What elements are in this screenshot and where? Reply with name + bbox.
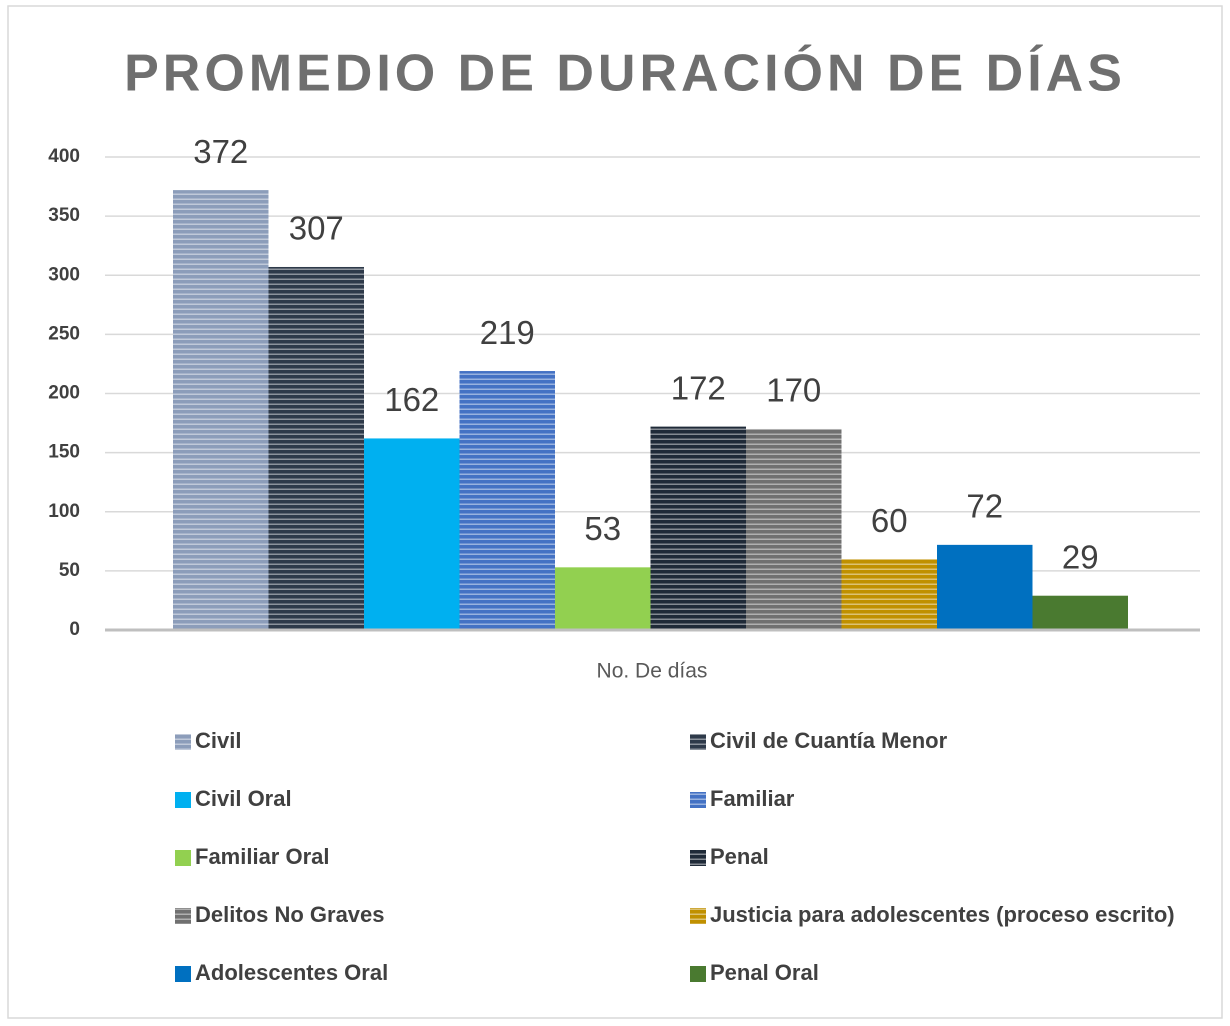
y-tick-label: 350: [48, 205, 80, 226]
legend-label: Justicia para adolescentes (proceso escr…: [710, 902, 1175, 927]
y-tick-label: 100: [48, 501, 80, 522]
bar: [937, 544, 1033, 630]
y-tick-label: 200: [48, 383, 80, 404]
bar: [650, 426, 746, 630]
legend-label: Civil Oral: [195, 786, 292, 811]
legend-swatch: [175, 792, 191, 808]
data-label: 170: [766, 372, 821, 409]
legend-swatch: [175, 734, 191, 750]
bar: [364, 438, 460, 630]
data-label: 60: [871, 502, 908, 539]
legend-label: Familiar Oral: [195, 844, 330, 869]
bar: [268, 266, 364, 630]
legend-label: Civil: [195, 728, 241, 753]
legend-swatch: [690, 792, 706, 808]
legend-label: Familiar: [710, 786, 795, 811]
legend-label: Civil de Cuantía Menor: [710, 728, 948, 753]
x-axis-label: No. De días: [597, 660, 708, 683]
legend-swatch: [690, 734, 706, 750]
legend-swatch: [690, 850, 706, 866]
data-label: 29: [1062, 538, 1099, 575]
legend-label: Delitos No Graves: [195, 902, 385, 927]
data-label: 72: [966, 488, 1003, 525]
legend-swatch: [175, 850, 191, 866]
chart-title: PROMEDIO DE DURACIÓN DE DÍAS: [124, 45, 1126, 103]
legend-swatch: [690, 966, 706, 982]
bar: [1032, 595, 1128, 630]
legend-label: Penal Oral: [710, 960, 819, 985]
data-label: 53: [584, 510, 621, 547]
legend-swatch: [175, 908, 191, 924]
legend-swatch: [690, 908, 706, 924]
legend-swatch: [175, 966, 191, 982]
data-label: 162: [384, 381, 439, 418]
y-tick-label: 300: [48, 264, 80, 285]
legend-label: Adolescentes Oral: [195, 960, 388, 985]
y-tick-label: 50: [59, 560, 80, 581]
y-tick-label: 0: [69, 619, 80, 640]
bar: [555, 567, 651, 630]
legend-label: Penal: [710, 844, 769, 869]
data-label: 172: [671, 369, 726, 406]
bar: [173, 190, 269, 631]
y-tick-label: 400: [48, 146, 80, 167]
data-label: 219: [480, 314, 535, 351]
y-tick-label: 150: [48, 442, 80, 463]
bar: [459, 371, 555, 630]
bar: [746, 428, 842, 630]
data-label: 307: [289, 210, 344, 247]
bar: [841, 559, 937, 630]
y-tick-label: 250: [48, 323, 80, 344]
data-label: 372: [193, 133, 248, 170]
